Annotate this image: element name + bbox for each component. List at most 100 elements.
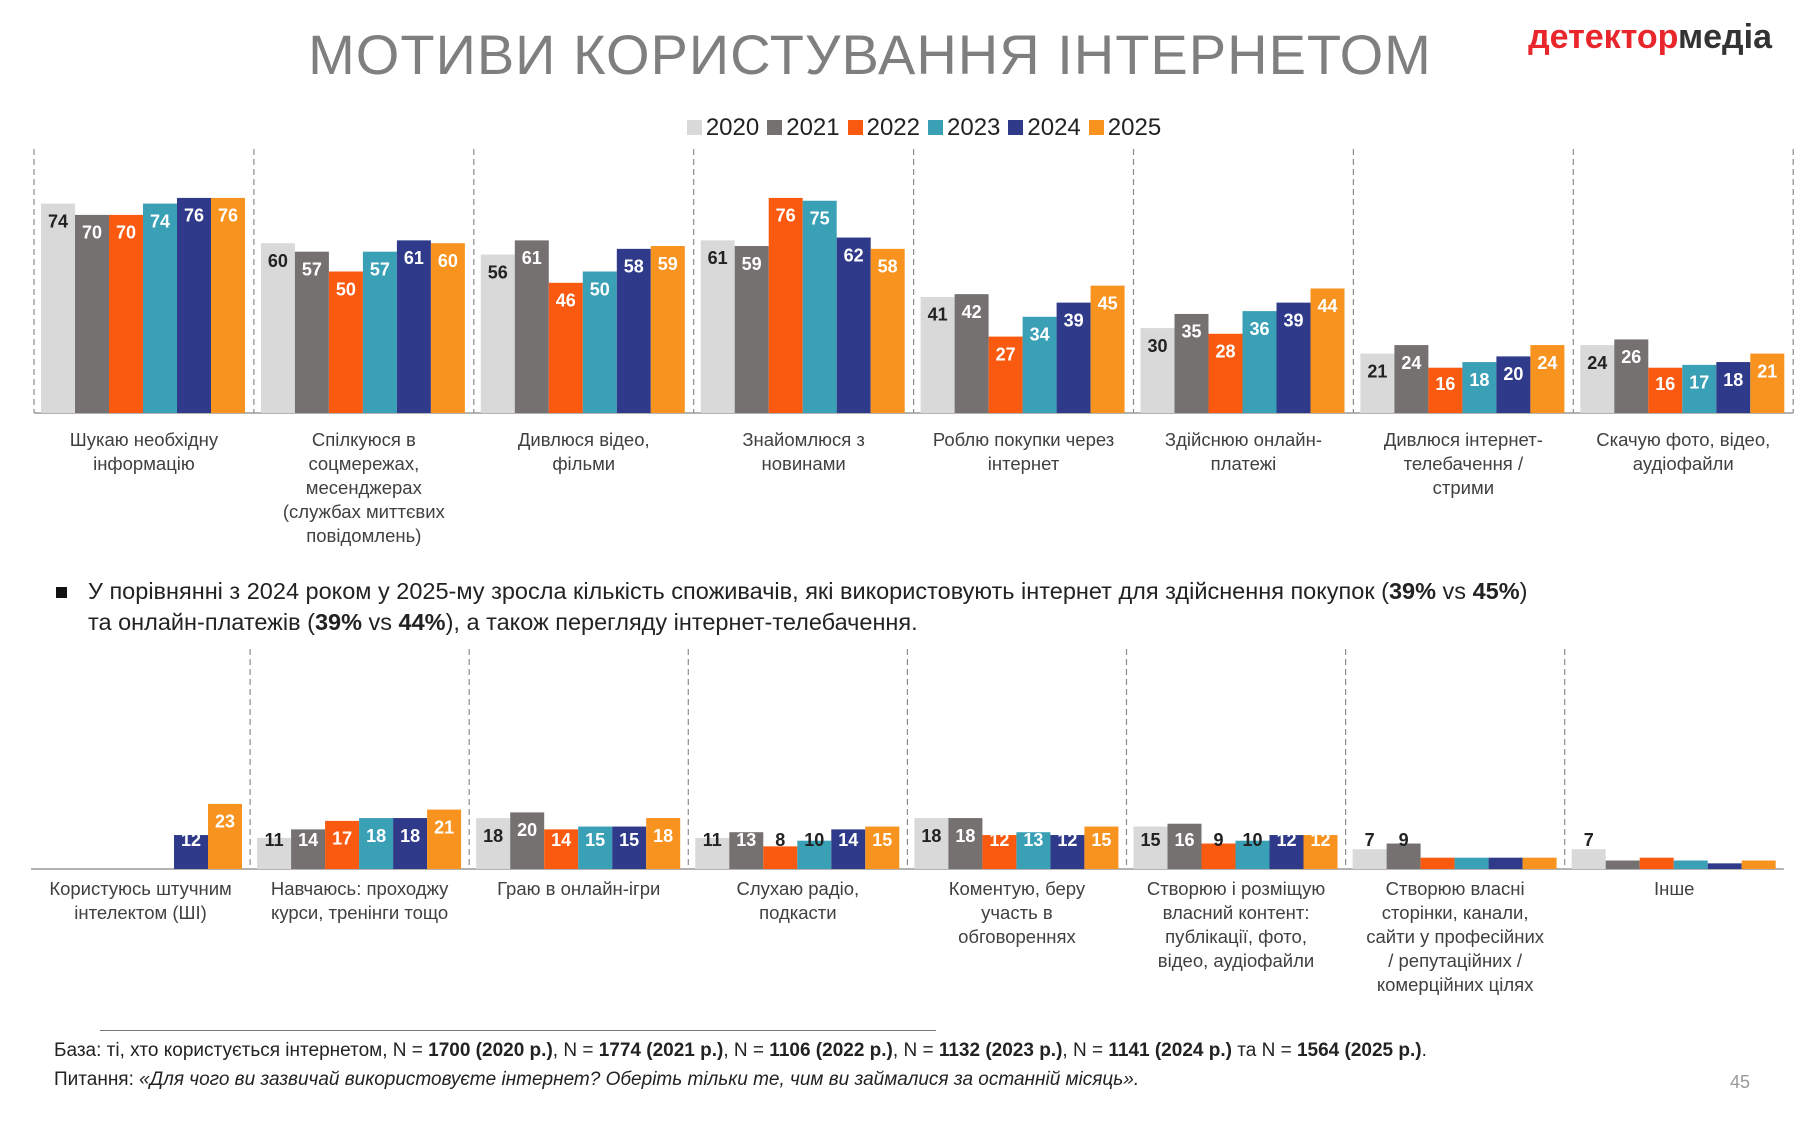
note-text: 39%: [314, 609, 362, 635]
value-label: 35: [1181, 322, 1201, 342]
bar: [700, 240, 735, 413]
value-label: 56: [488, 262, 508, 282]
bar: [548, 282, 583, 413]
value-label: 21: [1367, 361, 1387, 381]
bar: [1360, 353, 1395, 413]
bar: [1056, 302, 1091, 413]
value-label: 18: [1469, 370, 1489, 390]
value-label: 10: [1242, 830, 1262, 850]
bar: [646, 818, 681, 869]
value-label: 16: [1174, 830, 1194, 850]
value-label: 60: [268, 251, 288, 271]
bar: [359, 818, 394, 869]
value-label: 4: [1535, 830, 1545, 850]
bar: [768, 197, 803, 413]
value-label: 59: [658, 254, 678, 274]
value-label: 24: [1401, 353, 1421, 373]
legend-item: 2025: [1088, 114, 1161, 142]
category-label: Знайомлюся з новинами: [742, 429, 865, 474]
bar: [1488, 857, 1523, 869]
bar: [954, 294, 989, 413]
bar: [650, 246, 685, 413]
bar: [1580, 345, 1615, 413]
footnote-text: 1700 (2020 р.): [428, 1040, 553, 1061]
value-label: 9: [1399, 830, 1409, 850]
value-label: 76: [776, 206, 796, 226]
bar: [427, 809, 462, 869]
bar: [1522, 857, 1557, 869]
legend-label: 2021: [786, 114, 840, 141]
bar: [1571, 849, 1606, 869]
bar: [802, 200, 837, 413]
legend: 2020 2021 2022 2023 2024 2025: [0, 114, 1800, 142]
value-label: 57: [370, 259, 390, 279]
category-label: Здійснюю онлайн- платежі: [1164, 429, 1322, 474]
value-label: 36: [1249, 319, 1269, 339]
bar: [143, 203, 177, 413]
legend-label: 2020: [705, 114, 760, 141]
bar: [1648, 367, 1683, 413]
legend-swatch: [928, 120, 943, 135]
value-label: 59: [742, 254, 762, 274]
value-label: 14: [838, 830, 858, 850]
value-label: 45: [1098, 293, 1118, 313]
value-label: 20: [1503, 364, 1523, 384]
legend-item: 2024: [1008, 114, 1081, 142]
value-label: 34: [1030, 325, 1050, 345]
legend-label: 2024: [1027, 114, 1081, 141]
logo: детектормедіа: [1528, 18, 1772, 57]
category-label: Коментую, беру участь в обговореннях: [948, 878, 1086, 947]
category-label: Дивлюся інтернет- телебачення / стрими: [1383, 429, 1543, 498]
value-label: 18: [366, 826, 386, 846]
value-label: 61: [404, 248, 424, 268]
bar: [988, 336, 1023, 413]
bar: [982, 835, 1017, 869]
bar: [177, 197, 211, 413]
note-text: 44%: [398, 609, 446, 635]
value-label: 18: [955, 826, 975, 846]
legend-item: 2023: [928, 114, 1000, 142]
note-text: ) та онлайн-платежів (: [88, 578, 1528, 635]
value-label: 41: [928, 305, 948, 325]
bar: [1394, 345, 1429, 413]
value-label: 4: [1467, 830, 1477, 850]
bar: [1201, 843, 1236, 869]
bar: [1530, 345, 1565, 413]
bar: [797, 840, 832, 869]
value-label: 23: [215, 812, 235, 832]
bar: [260, 243, 295, 413]
category-label: Спілкуюся в соцмережах, месенджерах (слу…: [282, 429, 445, 546]
value-label: 50: [336, 279, 356, 299]
bullet: [56, 587, 67, 598]
bar: [948, 818, 983, 869]
bar: [763, 846, 798, 869]
footnote-text: «Для чого ви зазвичай використовуєте інт…: [139, 1069, 1140, 1090]
note-text: У порівнянні з 2024 роком у 2025-му зрос…: [88, 578, 1389, 604]
category-label: Дивлюся відео, фільми: [517, 429, 650, 474]
bar: [362, 251, 397, 413]
value-label: 18: [653, 826, 673, 846]
value-label: 70: [116, 223, 136, 243]
bar: [578, 826, 613, 869]
bar: [1310, 288, 1345, 413]
value-label: 57: [302, 259, 322, 279]
footnote-text: , N =: [552, 1040, 599, 1061]
footnote-text: .: [1421, 1040, 1427, 1061]
footnote-text: , N =: [1062, 1040, 1109, 1061]
bar: [734, 246, 769, 413]
bar: [1303, 835, 1338, 869]
bar: [1167, 823, 1202, 869]
value-label: 4: [1652, 830, 1662, 850]
category-label: Шукаю необхідну інформацію: [69, 429, 219, 474]
bar: [109, 214, 143, 413]
value-label: 12: [1057, 830, 1077, 850]
bar: [1235, 840, 1270, 869]
bar: [211, 197, 245, 413]
bar: [1682, 364, 1717, 413]
legend-swatch: [1008, 120, 1024, 135]
bar: [544, 829, 579, 869]
bar: [393, 818, 428, 869]
bar: [695, 837, 730, 869]
value-label: 21: [434, 817, 454, 837]
